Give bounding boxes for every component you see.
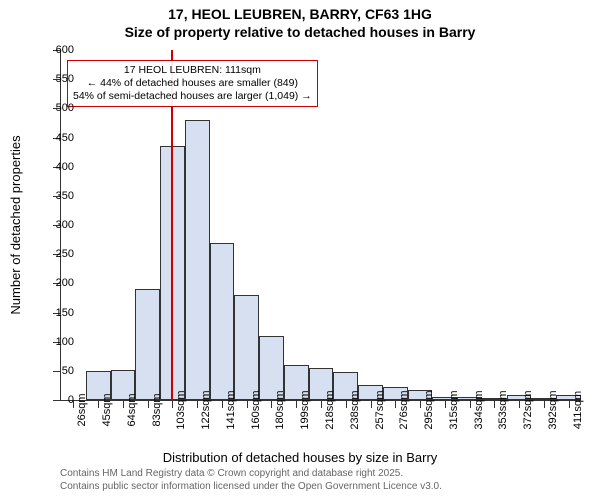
y-axis-label: Number of detached properties	[8, 135, 23, 314]
y-tick-label: 200	[56, 277, 74, 289]
y-tick-label: 100	[56, 336, 74, 348]
x-tick	[420, 400, 421, 408]
x-tick	[371, 400, 372, 408]
x-tick	[321, 400, 322, 408]
x-tick	[296, 400, 297, 408]
x-tick-label: 353sqm	[497, 390, 509, 429]
footer-line1: Contains HM Land Registry data © Crown c…	[60, 468, 442, 481]
x-tick	[247, 400, 248, 408]
x-tick	[271, 400, 272, 408]
x-tick	[123, 400, 124, 408]
x-tick-label: 83sqm	[151, 393, 163, 426]
x-tick-label: 238sqm	[349, 390, 361, 429]
y-tick-label: 400	[56, 161, 74, 173]
footer-line2: Contains public sector information licen…	[60, 481, 442, 494]
x-tick	[346, 400, 347, 408]
x-tick-label: 199sqm	[299, 390, 311, 429]
y-tick-label: 450	[56, 132, 74, 144]
y-tick-label: 0	[68, 394, 74, 406]
x-tick-label: 218sqm	[324, 390, 336, 429]
chart-title-line1: 17, HEOL LEUBREN, BARRY, CF63 1HG	[0, 6, 600, 22]
x-tick-label: 315sqm	[448, 390, 460, 429]
annotation-box: 17 HEOL LEUBREN: 111sqm← 44% of detached…	[67, 60, 318, 107]
x-tick-label: 295sqm	[423, 390, 435, 429]
histogram-chart: 17, HEOL LEUBREN, BARRY, CF63 1HG Size o…	[0, 0, 600, 500]
x-tick-label: 411sqm	[572, 391, 584, 429]
histogram-bar	[210, 243, 235, 401]
y-tick	[53, 400, 61, 401]
y-tick-label: 600	[56, 44, 74, 56]
x-tick-label: 141sqm	[225, 390, 237, 429]
x-tick	[445, 400, 446, 408]
x-tick-label: 180sqm	[274, 390, 286, 429]
x-tick	[395, 400, 396, 408]
y-tick-label: 500	[56, 102, 74, 114]
annotation-line: ← 44% of detached houses are smaller (84…	[73, 77, 312, 90]
x-tick-label: 334sqm	[473, 390, 485, 429]
x-axis-label: Distribution of detached houses by size …	[0, 450, 600, 465]
chart-title-line2: Size of property relative to detached ho…	[0, 24, 600, 40]
x-tick-label: 64sqm	[126, 393, 138, 426]
x-tick-label: 45sqm	[101, 393, 113, 426]
histogram-bar	[185, 120, 210, 400]
x-tick-label: 276sqm	[398, 390, 410, 429]
chart-footer: Contains HM Land Registry data © Crown c…	[60, 468, 442, 493]
x-tick	[494, 400, 495, 408]
x-tick	[172, 400, 173, 408]
x-tick-label: 26sqm	[76, 393, 88, 426]
x-tick-label: 392sqm	[547, 390, 559, 429]
y-tick-label: 150	[56, 307, 74, 319]
x-tick	[222, 400, 223, 408]
plot-area: 17 HEOL LEUBREN: 111sqm← 44% of detached…	[60, 50, 581, 401]
annotation-line: 17 HEOL LEUBREN: 111sqm	[73, 64, 312, 77]
y-tick	[53, 371, 61, 372]
x-tick-label: 122sqm	[200, 390, 212, 429]
y-tick-label: 350	[56, 190, 74, 202]
x-tick	[519, 400, 520, 408]
histogram-bar	[135, 289, 160, 400]
x-tick-label: 103sqm	[175, 390, 187, 429]
x-tick	[98, 400, 99, 408]
y-tick-label: 50	[62, 365, 74, 377]
x-tick-label: 372sqm	[522, 390, 534, 429]
x-tick	[544, 400, 545, 408]
x-tick	[148, 400, 149, 408]
histogram-bar	[234, 295, 259, 400]
y-tick-label: 250	[56, 248, 74, 260]
x-tick-label: 257sqm	[374, 390, 386, 429]
x-tick	[470, 400, 471, 408]
y-tick-label: 550	[56, 73, 74, 85]
x-tick-label: 160sqm	[250, 390, 262, 429]
x-tick	[569, 400, 570, 408]
x-tick	[197, 400, 198, 408]
annotation-line: 54% of semi-detached houses are larger (…	[73, 90, 312, 103]
y-tick-label: 300	[56, 219, 74, 231]
